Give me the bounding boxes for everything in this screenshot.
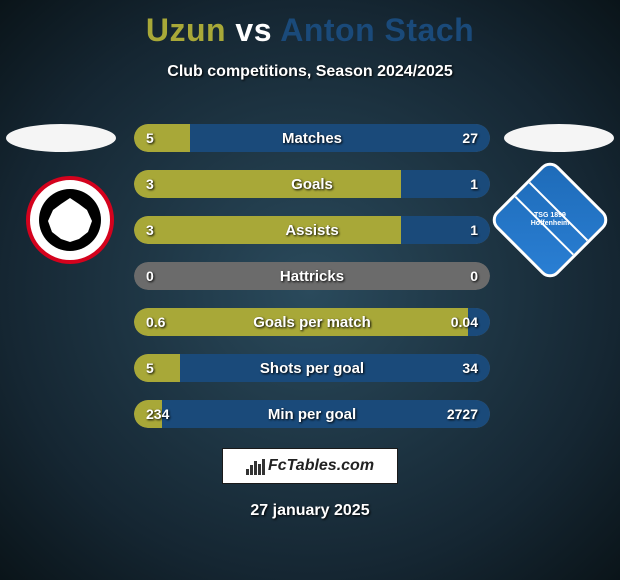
- brand-badge: FcTables.com: [222, 448, 398, 484]
- title-vs: vs: [235, 12, 272, 48]
- stat-bar-row: 2342727Min per goal: [134, 400, 490, 428]
- team-left-crest: [26, 176, 114, 264]
- subtitle: Club competitions, Season 2024/2025: [0, 63, 620, 81]
- stat-bar-row: 534Shots per goal: [134, 354, 490, 382]
- player1-pill: [6, 124, 116, 152]
- stat-label: Hattricks: [134, 262, 490, 290]
- bar-chart-icon: [246, 457, 264, 475]
- frankfurt-crest-icon: [26, 176, 114, 264]
- crest-text-top: TSG 1899: [534, 212, 566, 220]
- hoffenheim-crest-icon: TSG 1899 Hoffenheim: [488, 158, 612, 282]
- stat-label: Matches: [134, 124, 490, 152]
- stat-label: Shots per goal: [134, 354, 490, 382]
- title-player2: Anton Stach: [280, 12, 474, 48]
- player2-pill: [504, 124, 614, 152]
- title: Uzun vs Anton Stach: [0, 0, 620, 49]
- brand-text: FcTables.com: [268, 457, 374, 475]
- stat-bar-row: 31Goals: [134, 170, 490, 198]
- stat-bar-row: 00Hattricks: [134, 262, 490, 290]
- date-text: 27 january 2025: [0, 502, 620, 520]
- team-right-crest: TSG 1899 Hoffenheim: [506, 176, 594, 264]
- title-player1: Uzun: [146, 12, 226, 48]
- crest-text-bottom: Hoffenheim: [531, 220, 570, 228]
- stat-bars: 527Matches 31Goals 31Assists 00Hattricks 0.6…: [134, 124, 490, 446]
- stat-label: Goals per match: [134, 308, 490, 336]
- stat-label: Assists: [134, 216, 490, 244]
- stat-label: Min per goal: [134, 400, 490, 428]
- stat-label: Goals: [134, 170, 490, 198]
- stat-bar-row: 31Assists: [134, 216, 490, 244]
- stat-bar-row: 527Matches: [134, 124, 490, 152]
- comparison-card: Uzun vs Anton Stach Club competitions, S…: [0, 0, 620, 580]
- stat-bar-row: 0.60.04Goals per match: [134, 308, 490, 336]
